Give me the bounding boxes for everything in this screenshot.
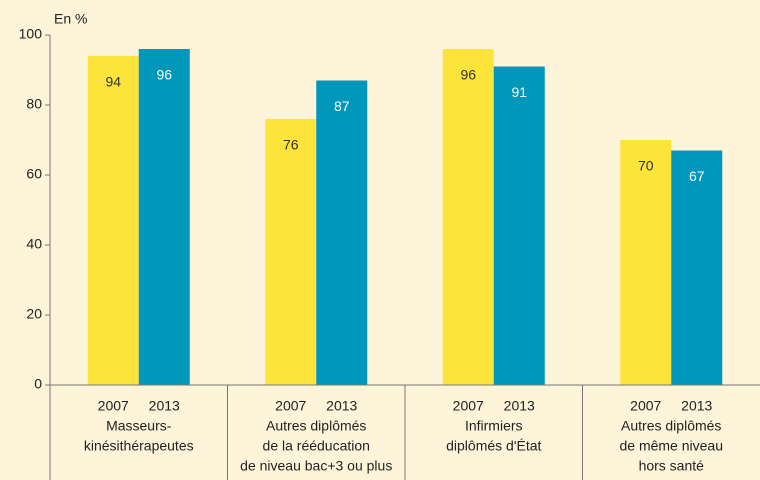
x-tick-label: Autres diplômés [621,418,721,434]
x-tick-label: hors santé [639,458,705,474]
bar [493,66,545,385]
series-label: 2013 [326,398,357,414]
series-label: 2013 [504,398,535,414]
y-axis-label: En % [54,11,87,27]
x-tick-label: de la rééducation [263,438,370,454]
data-label: 96 [156,67,172,83]
bar [316,80,368,385]
series-label: 2007 [453,398,484,414]
data-label: 94 [105,74,121,90]
bar [442,49,494,385]
bar [671,150,723,385]
bar [265,119,317,385]
bar [138,49,190,385]
data-label: 70 [638,158,654,174]
x-tick-label: de même niveau [619,438,723,454]
y-tick-label: 80 [26,96,42,112]
x-tick-label: diplômés d'État [446,438,541,454]
x-tick-label: kinésithérapeutes [84,438,194,454]
bar [620,140,672,385]
series-label: 2013 [149,398,180,414]
data-label: 91 [511,84,527,100]
y-tick-label: 0 [34,376,42,392]
x-tick-label: de niveau bac+3 ou plus [240,458,392,474]
series-label: 2007 [275,398,306,414]
y-tick-label: 100 [19,26,43,42]
bar [87,56,139,385]
series-label: 2007 [98,398,129,414]
series-label: 2007 [630,398,661,414]
y-tick-label: 20 [26,306,42,322]
x-tick-label: Autres diplômés [266,418,366,434]
data-label: 76 [283,137,299,153]
x-tick-label: Infirmiers [465,418,523,434]
series-label: 2013 [681,398,712,414]
data-label: 87 [334,98,350,114]
data-label: 96 [460,67,476,83]
x-tick-label: Masseurs- [106,418,172,434]
y-tick-label: 40 [26,236,42,252]
data-label: 67 [689,168,705,184]
y-tick-label: 60 [26,166,42,182]
